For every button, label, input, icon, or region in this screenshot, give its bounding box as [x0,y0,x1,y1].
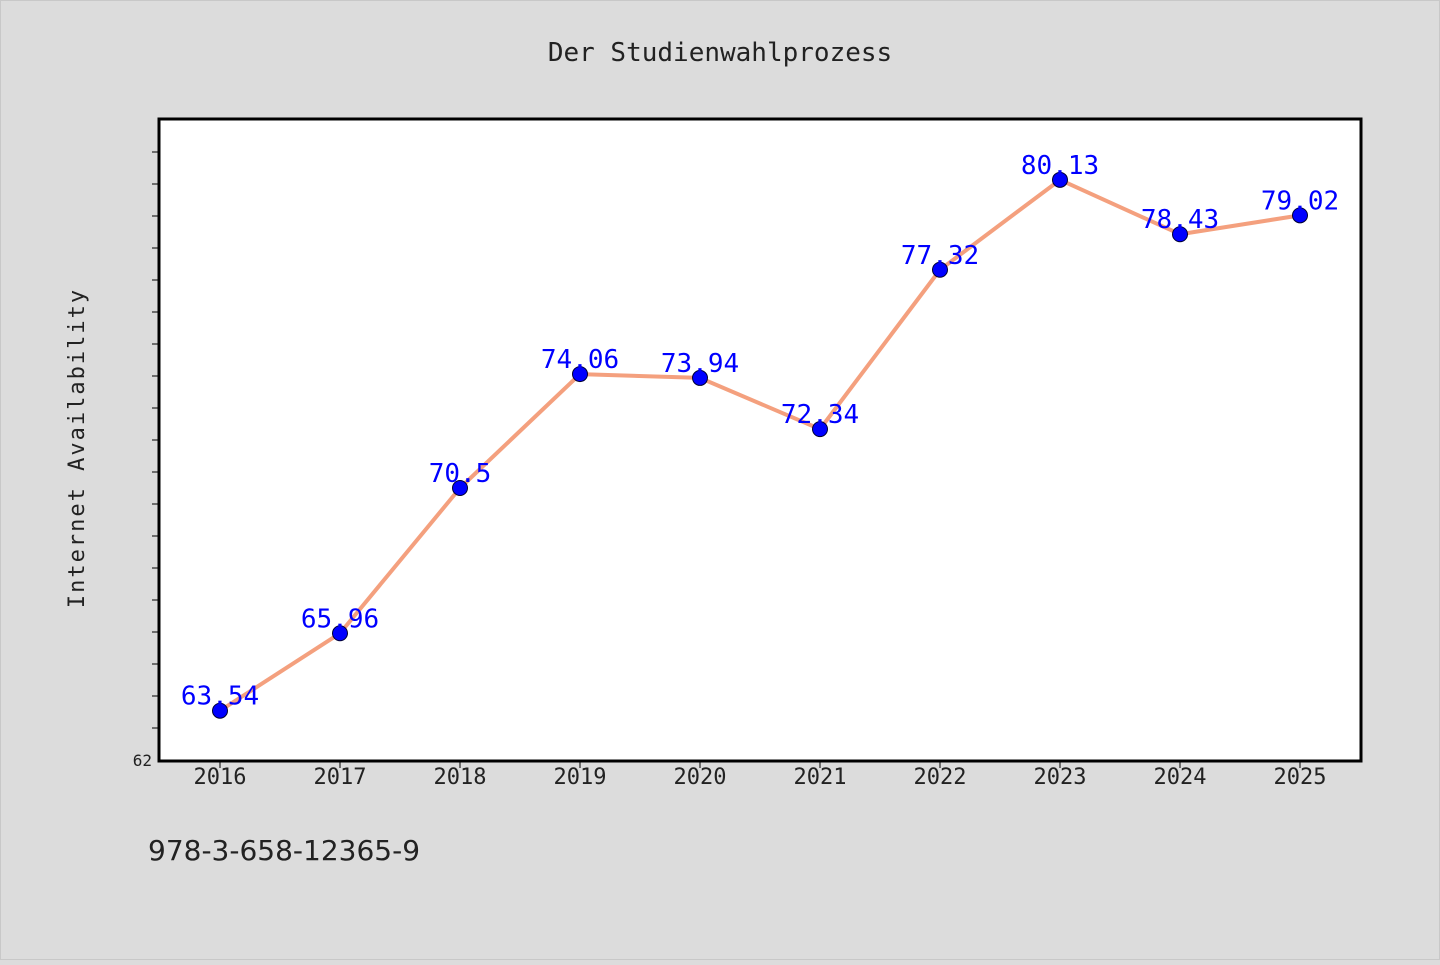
data-label: 72.34 [781,400,859,430]
data-point [212,702,228,719]
data-point [932,261,948,278]
y-axis-label: Internet Availability [65,288,90,608]
y-tick-label: 62 [133,751,152,770]
x-tick-label: 2022 [914,765,967,790]
data-label: 74.06 [541,345,619,375]
data-label: 77.32 [901,241,979,271]
data-label: 80.13 [1021,151,1099,181]
data-label: 73.94 [661,349,739,379]
data-labels: 63.54 65.96 70.5 74.06 73.94 72.34 77.32 80.13 7… [181,151,1339,712]
series-line [218,177,1302,713]
x-axis: 2016 2017 2018 2019 2020 2021 2022 2023 2024 2025 [194,760,1327,790]
y-axis: 62 [133,151,160,770]
data-point [1052,171,1068,188]
x-tick-label: 2017 [314,765,367,790]
isbn-caption: 978-3-658-12365-9 [148,834,421,867]
x-tick-label: 2023 [1034,765,1087,790]
data-label: 79.02 [1261,186,1339,216]
chart-title: Der Studienwahlprozess [548,38,892,68]
data-point [1292,207,1308,224]
data-point [572,366,588,383]
x-tick-label: 2020 [674,765,727,790]
data-point [812,421,828,438]
data-label: 70.5 [429,459,492,489]
data-point [332,625,348,642]
data-point [452,480,468,496]
data-point [1172,226,1188,243]
x-tick-label: 2019 [554,765,607,790]
x-tick-label: 2025 [1274,765,1327,790]
data-label: 63.54 [181,682,259,712]
data-label: 65.96 [301,604,379,634]
data-label: 78.43 [1141,205,1219,235]
data-point [692,369,708,386]
x-tick-label: 2018 [434,765,487,790]
x-tick-label: 2021 [794,765,847,790]
series-group [212,171,1308,719]
x-tick-label: 2024 [1154,765,1207,790]
x-tick-label: 2016 [194,765,247,790]
